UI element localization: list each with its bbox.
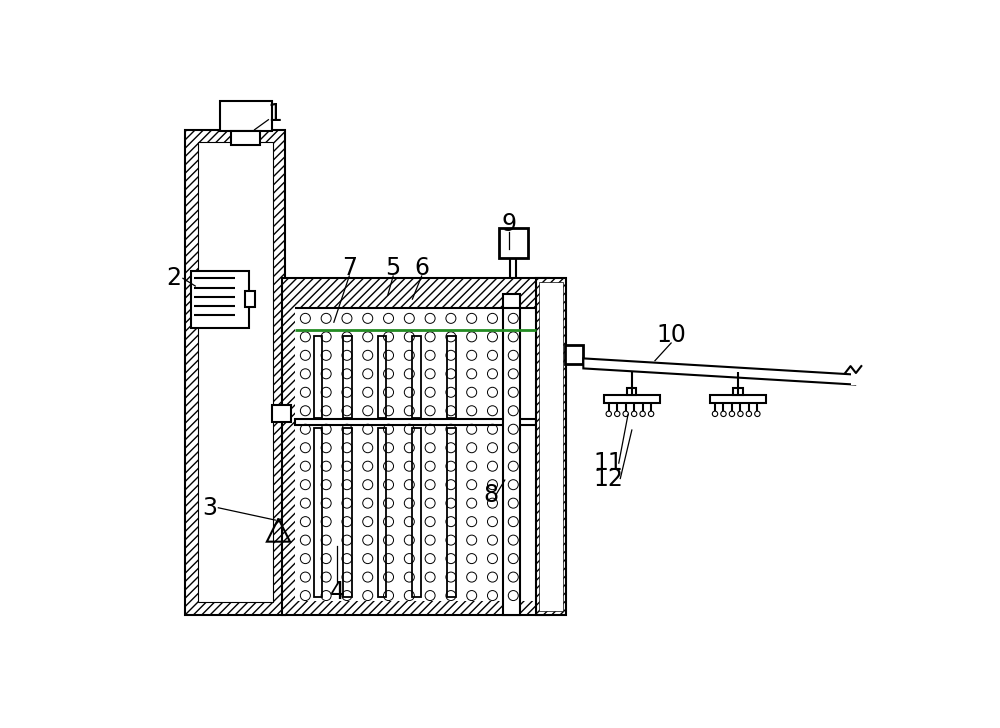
Bar	[499, 229, 528, 258]
Bar	[295, 307, 536, 601]
Bar	[231, 131, 260, 145]
Bar	[447, 429, 456, 597]
Text: 5: 5	[386, 256, 401, 280]
Bar	[295, 419, 536, 425]
Bar	[412, 336, 421, 418]
Bar	[604, 395, 660, 403]
Bar	[851, 373, 867, 384]
Bar	[412, 429, 421, 597]
Bar	[220, 101, 272, 131]
Bar	[272, 405, 291, 422]
Bar	[282, 278, 549, 615]
Text: 6: 6	[414, 256, 429, 280]
Bar	[565, 345, 583, 364]
Bar	[733, 387, 743, 395]
Bar	[627, 387, 636, 395]
Text: 12: 12	[593, 467, 623, 491]
Polygon shape	[583, 358, 855, 384]
Bar	[343, 336, 352, 418]
Bar	[447, 336, 456, 418]
Text: 8: 8	[483, 483, 499, 507]
Bar	[314, 336, 322, 418]
Bar	[245, 291, 255, 306]
Bar	[378, 336, 386, 418]
Text: 10: 10	[656, 323, 686, 347]
Bar	[185, 130, 285, 615]
Text: 4: 4	[329, 579, 344, 604]
Text: 11: 11	[593, 451, 623, 475]
Bar	[343, 429, 352, 597]
Text: 9: 9	[502, 213, 517, 237]
Bar	[295, 307, 536, 601]
Bar	[191, 271, 249, 328]
Bar	[198, 142, 273, 603]
Bar	[536, 278, 566, 615]
Text: 3: 3	[202, 496, 217, 520]
Bar	[710, 395, 766, 403]
Text: 1: 1	[268, 103, 283, 127]
Text: 2: 2	[166, 266, 181, 290]
Text: 7: 7	[342, 256, 357, 280]
Bar	[539, 282, 563, 611]
Bar	[378, 429, 386, 597]
Bar	[503, 293, 520, 615]
Bar	[314, 429, 322, 597]
